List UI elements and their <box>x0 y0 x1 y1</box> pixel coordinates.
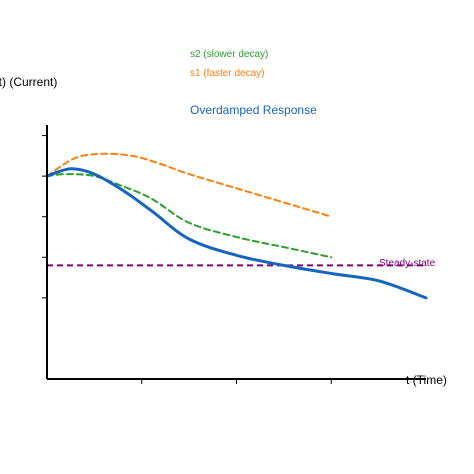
series-line-s2 <box>46 173 333 259</box>
series-layer <box>45 152 428 300</box>
legend-s2: s2 (slower decay) <box>190 49 268 60</box>
x-axis-label: t (Time) <box>406 373 447 387</box>
series-line-main <box>45 167 428 300</box>
y-axis-label: i(t) (Current) <box>0 75 57 89</box>
axes-layer <box>42 125 426 384</box>
steady-state-label: Steady-state <box>379 258 436 269</box>
series-line-s1 <box>46 152 333 218</box>
text-layer: s2 (slower decay) s1 (faster decay) Over… <box>0 49 447 387</box>
legend-s1: s1 (faster decay) <box>190 68 264 79</box>
chart-title: Overdamped Response <box>190 103 317 117</box>
